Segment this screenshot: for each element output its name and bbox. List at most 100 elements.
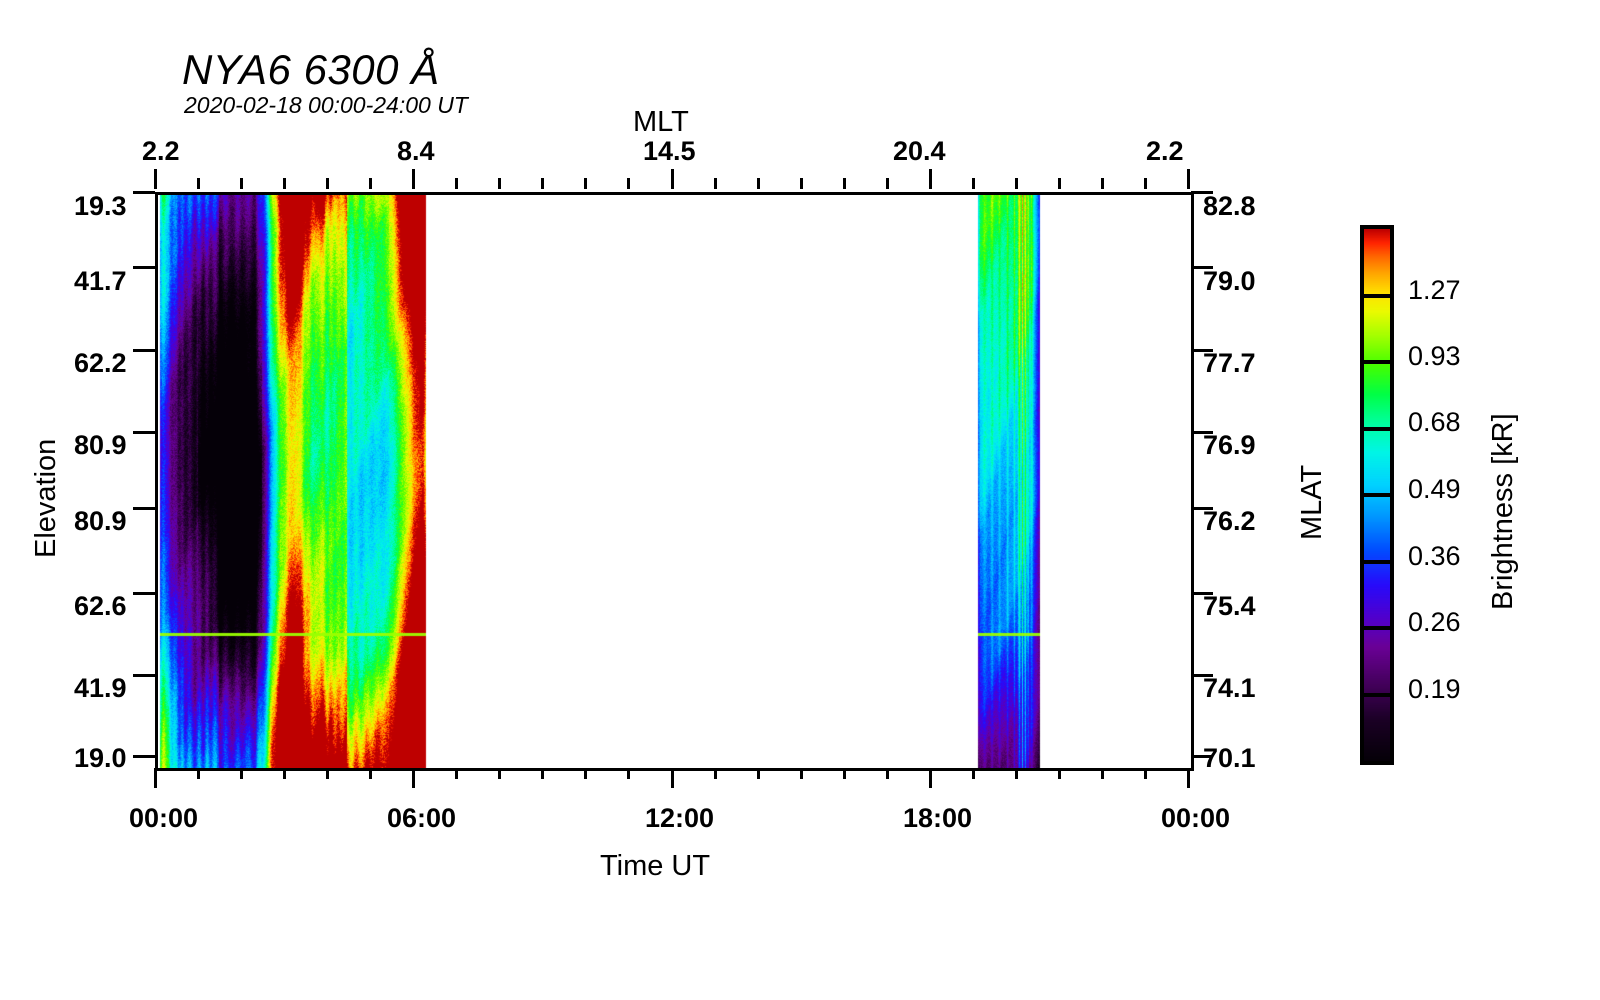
mlat-tick-4 (1191, 507, 1213, 510)
elevation-tick-label-7: 19.0 (74, 743, 127, 773)
mlt-minor-tick-22 (1101, 178, 1104, 189)
time-tick-label-2: 12:00 (645, 803, 715, 833)
mlt-minor-tick-1 (197, 178, 200, 189)
time-tick-label-4: 00:00 (1161, 803, 1231, 833)
elevation-tick-7 (133, 755, 155, 758)
mlt-minor-tick-9 (541, 178, 544, 189)
mlat-tick-label-2: 77.7 (1203, 348, 1256, 378)
mlt-minor-tick-20 (1015, 178, 1018, 189)
mlt-minor-tick-2 (240, 178, 243, 189)
time-tick-label-3: 18:00 (903, 803, 973, 833)
mlat-tick-2 (1191, 349, 1213, 352)
elevation-tick-label-4: 80.9 (74, 506, 127, 536)
elevation-tick-label-5: 62.6 (74, 591, 127, 621)
colorbar-tick-label-4: 0.36 (1408, 541, 1461, 571)
time-minor-tick-17 (886, 768, 889, 779)
time-minor-tick-2 (240, 768, 243, 779)
mlt-minor-tick-5 (369, 178, 372, 189)
time-axis-title: Time UT (600, 850, 711, 882)
time-minor-tick-14 (757, 768, 760, 779)
mlat-tick-label-4: 76.2 (1203, 506, 1256, 536)
time-minor-tick-1 (197, 768, 200, 779)
mlat-axis-title: MLAT (1296, 464, 1328, 540)
mlat-tick-7 (1191, 755, 1213, 758)
mlt-major-tick-24 (1187, 169, 1190, 189)
mlt-minor-tick-7 (455, 178, 458, 189)
mlt-minor-tick-14 (757, 178, 760, 189)
mlat-tick-label-1: 79.0 (1203, 266, 1256, 296)
colorbar-divider-2 (1360, 360, 1394, 364)
colorbar-title: Brightness [kR] (1487, 413, 1519, 610)
mlat-tick-5 (1191, 592, 1213, 595)
time-minor-tick-8 (498, 768, 501, 779)
mlt-minor-tick-23 (1144, 178, 1147, 189)
time-minor-tick-23 (1144, 768, 1147, 779)
keogram-plot-area[interactable] (155, 192, 1194, 771)
time-minor-tick-15 (800, 768, 803, 779)
colorbar-divider-3 (1360, 427, 1394, 431)
mlat-tick-label-3: 76.9 (1203, 430, 1256, 460)
colorbar-tick-label-6: 0.19 (1408, 674, 1461, 704)
colorbar[interactable] (1360, 225, 1394, 765)
time-minor-tick-4 (326, 768, 329, 779)
time-tick-label-0: 00:00 (129, 803, 199, 833)
elevation-tick-label-3: 80.9 (74, 430, 127, 460)
mlt-minor-tick-8 (498, 178, 501, 189)
colorbar-tick-label-0: 1.27 (1408, 275, 1461, 305)
elevation-tick-label-6: 41.9 (74, 673, 127, 703)
colorbar-tick-label-2: 0.68 (1408, 407, 1461, 437)
colorbar-divider-5 (1360, 560, 1394, 564)
colorbar-divider-1 (1360, 294, 1394, 298)
colorbar-divider-4 (1360, 493, 1394, 497)
mlt-major-tick-18 (929, 169, 932, 189)
mlt-minor-tick-16 (843, 178, 846, 189)
mlat-tick-label-5: 75.4 (1203, 591, 1256, 621)
mlt-major-tick-0 (154, 169, 157, 189)
mlt-tick-label-1: 8.4 (397, 136, 435, 166)
time-minor-tick-19 (972, 768, 975, 779)
colorbar-divider-7 (1360, 693, 1394, 697)
time-major-tick-18 (929, 768, 932, 788)
mlat-tick-1 (1191, 266, 1213, 269)
mlt-tick-label-4: 2.2 (1146, 136, 1184, 166)
time-minor-tick-5 (369, 768, 372, 779)
time-minor-tick-16 (843, 768, 846, 779)
mlt-major-tick-12 (671, 169, 674, 189)
mlt-major-tick-6 (412, 169, 415, 189)
time-major-tick-0 (154, 768, 157, 788)
elevation-tick-2 (133, 349, 155, 352)
mlt-minor-tick-19 (972, 178, 975, 189)
mlt-axis-title: MLT (633, 106, 689, 138)
elevation-tick-label-2: 62.2 (74, 348, 127, 378)
elevation-tick-3 (133, 431, 155, 434)
mlt-minor-tick-21 (1058, 178, 1061, 189)
time-tick-label-1: 06:00 (387, 803, 457, 833)
elevation-tick-label-1: 41.7 (74, 266, 127, 296)
time-major-tick-12 (671, 768, 674, 788)
elevation-tick-0 (133, 191, 155, 194)
elevation-axis-title: Elevation (30, 438, 62, 558)
colorbar-divider-6 (1360, 626, 1394, 630)
page-subtitle: 2020-02-18 00:00-24:00 UT (184, 92, 468, 118)
time-major-tick-24 (1187, 768, 1190, 788)
time-major-tick-6 (412, 768, 415, 788)
time-minor-tick-20 (1015, 768, 1018, 779)
mlt-minor-tick-15 (800, 178, 803, 189)
mlt-minor-tick-11 (627, 178, 630, 189)
time-minor-tick-22 (1101, 768, 1104, 779)
mlat-tick-label-6: 74.1 (1203, 673, 1256, 703)
colorbar-tick-label-3: 0.49 (1408, 474, 1461, 504)
mlt-tick-label-0: 2.2 (142, 136, 180, 166)
time-minor-tick-9 (541, 768, 544, 779)
mlt-minor-tick-13 (714, 178, 717, 189)
colorbar-tick-label-5: 0.26 (1408, 607, 1461, 637)
mlt-minor-tick-4 (326, 178, 329, 189)
elevation-tick-label-0: 19.3 (74, 191, 127, 221)
mlt-tick-label-3: 20.4 (893, 136, 946, 166)
mlt-minor-tick-3 (283, 178, 286, 189)
mlat-tick-3 (1191, 431, 1213, 434)
mlat-tick-0 (1191, 191, 1213, 194)
elevation-tick-4 (133, 507, 155, 510)
elevation-tick-5 (133, 592, 155, 595)
time-minor-tick-11 (627, 768, 630, 779)
